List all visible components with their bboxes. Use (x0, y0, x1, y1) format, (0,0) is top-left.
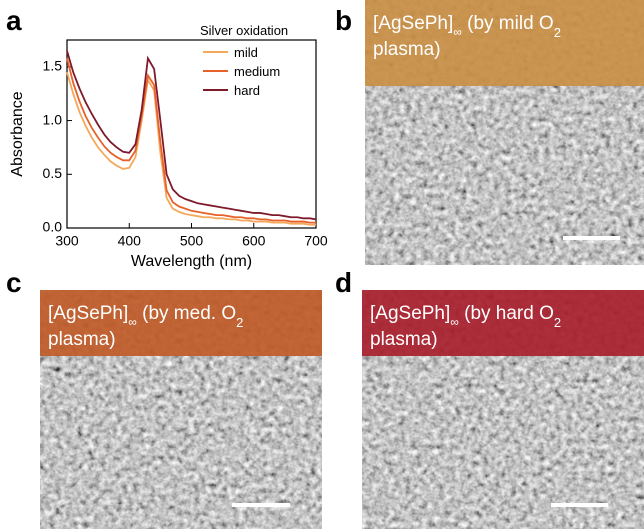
panel-label: d (335, 267, 352, 298)
y-tick-label: 1.5 (43, 58, 63, 74)
y-tick-label: 0.0 (43, 219, 63, 235)
caption-band (365, 0, 644, 86)
caption-text: (by mild O (462, 13, 554, 34)
y-axis-label: Absorbance (9, 91, 26, 176)
panel-label: a (6, 5, 22, 36)
x-tick-label: 700 (304, 233, 328, 249)
caption-band (362, 290, 644, 356)
caption: plasma) (373, 39, 441, 60)
caption-sub: 2 (554, 25, 561, 40)
caption-text: [AgSePh] (373, 13, 453, 34)
caption-band (40, 290, 322, 356)
caption-sub: 2 (554, 315, 561, 330)
caption-sub: ∞ (128, 315, 137, 329)
y-tick-label: 1.0 (43, 111, 63, 127)
caption-text: (by med. O (137, 303, 236, 324)
caption: plasma) (48, 329, 116, 350)
caption-sub: 2 (236, 315, 243, 330)
x-tick-label: 300 (55, 233, 79, 249)
caption: [AgSePh]∞ (by mild O2 (373, 13, 561, 40)
x-axis-label: Wavelength (nm) (131, 253, 252, 270)
caption-sub: ∞ (450, 315, 459, 329)
legend-label: hard (234, 83, 260, 98)
legend-title: Silver oxidation (200, 23, 288, 38)
caption: [AgSePh]∞ (by med. O2 (48, 303, 243, 330)
legend-label: medium (234, 64, 280, 79)
y-tick-label: 0.5 (43, 165, 63, 181)
caption-text: [AgSePh] (370, 303, 450, 324)
x-tick-label: 400 (118, 233, 142, 249)
series-line (66, 50, 317, 221)
panel-label: c (6, 267, 22, 298)
caption-text: (by hard O (459, 303, 554, 324)
caption-sub: ∞ (453, 25, 462, 39)
x-tick-label: 600 (242, 233, 266, 249)
caption: plasma) (370, 329, 438, 350)
caption-text: [AgSePh] (48, 303, 128, 324)
panel-label: b (335, 5, 352, 36)
x-tick-label: 500 (180, 233, 204, 249)
legend-label: mild (234, 45, 258, 60)
caption: [AgSePh]∞ (by hard O2 (370, 303, 561, 330)
series-line (66, 58, 316, 224)
series-line (66, 71, 316, 226)
